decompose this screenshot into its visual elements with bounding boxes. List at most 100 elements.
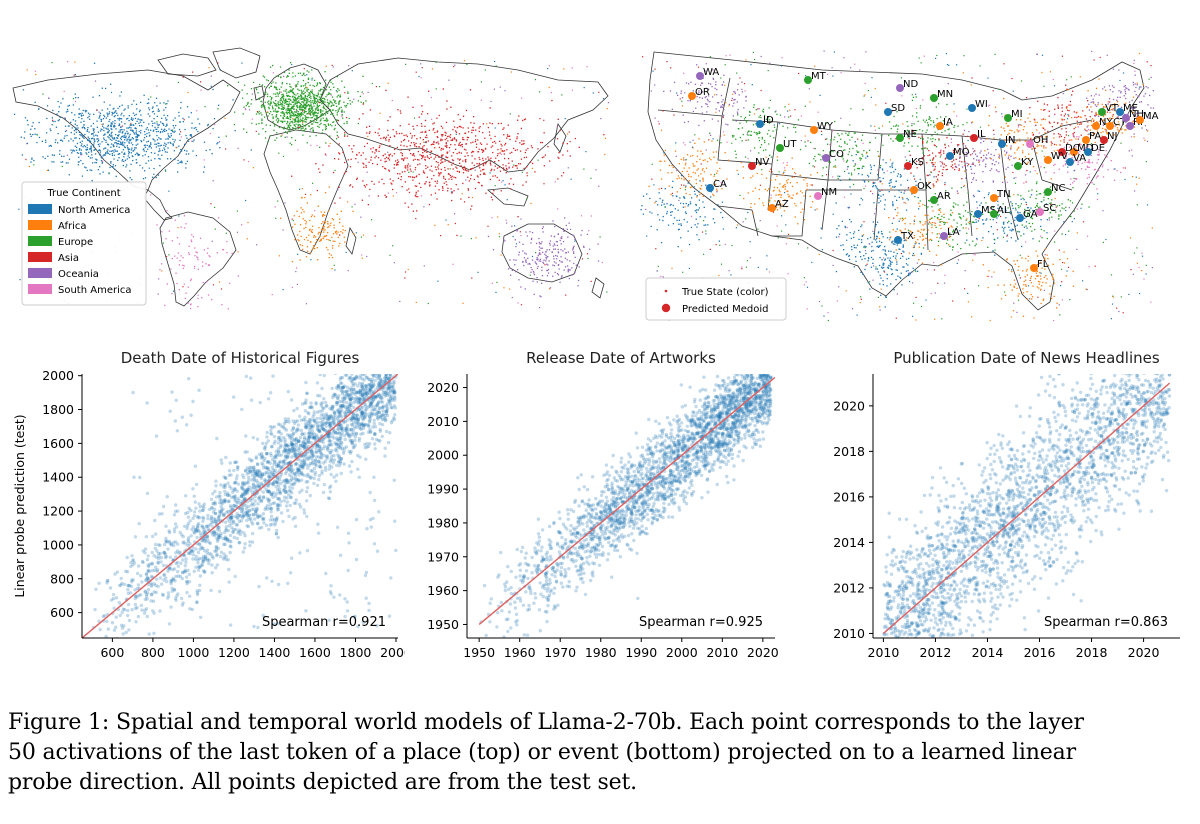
x-tick-label: 2020 [1128,645,1160,660]
y-tick-label: 2016 [833,489,865,504]
state-label: GA [1023,209,1038,220]
state-label: WA [703,67,719,78]
x-tick-label: 2012 [920,645,952,660]
state-label: MN [937,89,953,100]
y-tick-label: 1400 [42,470,74,485]
x-tick-label: 1950 [463,645,495,660]
medoid-dot-icon [696,72,704,80]
state-label: MS [981,205,996,216]
medoid-dot-icon [1026,140,1034,148]
state-label: WI [975,99,988,110]
legend-swatch-icon [28,252,52,262]
state-label: TN [996,189,1011,200]
chart-title: Publication Date of News Headlines [893,349,1160,367]
world-legend: True Continent North America Africa Europe… [21,181,147,306]
medoid-dot-icon [1044,156,1052,164]
state-label: NJ [1107,131,1117,142]
y-tick-label: 1800 [42,402,74,417]
y-tick-label: 1950 [427,617,459,632]
x-tick-label: 2010 [706,645,738,660]
y-tick-label: 1000 [42,537,74,552]
usa-map-panel: WA OR MT ND MN SD WI ID WY IA MI NE UT CO IL NV KS MO IN OH… [640,50,1159,322]
reference-line [882,382,1171,634]
state-label: KY [1021,157,1034,168]
medoid-dot-icon [1004,114,1012,122]
y-tick-label: 1990 [427,482,459,497]
state-label: VT [1105,103,1119,114]
usa-legend-true-state: True State (color) [681,287,769,298]
y-tick-label: 2014 [833,535,865,550]
medoid-dot-icon [910,186,918,194]
y-tick-label: 2012 [833,580,865,595]
state-label: IA [943,117,953,128]
medoid-dot-icon [706,184,714,192]
y-tick-label: 1970 [427,549,459,564]
y-tick-label: 2010 [427,414,459,429]
caption-line-1: Figure 1: Spatial and temporal world mod… [8,710,1084,735]
legend-swatch-icon [28,284,52,294]
y-tick-label: 2020 [427,380,459,395]
x-tick-label: 600 [100,645,124,660]
chart-title: Release Date of Artworks [526,349,716,367]
world-legend-label: North America [58,205,130,216]
x-tick-label: 2000 [666,645,698,660]
y-tick-label: 2020 [833,398,865,413]
y-tick-label: 1960 [427,583,459,598]
y-tick-label: 600 [50,605,74,620]
medoid-dot-icon [814,192,822,200]
state-label: DC [1065,143,1080,154]
state-label: WV [1051,151,1068,162]
legend-swatch-icon [28,268,52,278]
x-tick-label: 2000 [380,645,405,660]
y-tick-label: 2010 [833,626,865,641]
state-label: LA [947,227,960,238]
medoid-dot-icon [1036,208,1044,216]
medoid-dot-icon [896,84,904,92]
usa-predicted-medoids: WA OR MT ND MN SD WI ID WY IA MI NE UT CO IL NV KS MO IN OH… [688,67,1159,272]
state-label: MT [811,71,827,82]
state-label: NH [1129,109,1144,120]
reference-line [478,376,775,625]
state-label: IL [977,129,986,140]
medoid-dot-icon [1070,148,1078,156]
state-label: OH [1033,135,1048,146]
medoid-dot-icon [1126,122,1134,130]
medoid-dot-icon [1122,114,1130,122]
state-label: DE [1091,143,1105,154]
x-tick-label: 1000 [178,645,210,660]
state-label: NY [1099,117,1113,128]
medoid-dot-icon [804,76,812,84]
medoid-dot-icon [1100,136,1108,144]
x-tick-label: 2016 [1024,645,1056,660]
medoid-dot-icon [1066,158,1074,166]
usa-legend: True State (color) Predicted Medoid [645,277,787,321]
medoid-dot-icon [822,154,830,162]
medoid-dot-icon [768,204,776,212]
x-tick-label: 1600 [299,645,331,660]
medoid-dot-icon [884,108,892,116]
y-tick-label: 2018 [833,444,865,459]
medoid-dot-icon [1084,148,1092,156]
y-tick-label: 2000 [427,448,459,463]
medoid-dot-icon [1136,116,1144,124]
scatter-points [479,374,773,638]
scatter-points [91,374,398,638]
legend-swatch-icon [28,220,52,230]
medoid-dot-icon [1014,162,1022,170]
state-label: NM [821,187,837,198]
medoid-dot-icon [930,196,938,204]
y-tick-label: 2000 [42,368,74,383]
legend-swatch-icon [28,236,52,246]
state-label: KS [911,157,924,168]
state-label: AR [937,191,951,202]
state-label: CO [829,149,844,160]
medoid-dot-icon [688,92,696,100]
state-label: PA [1089,131,1101,142]
world-legend-label: Asia [58,253,79,264]
medoid-dot-icon [1106,122,1114,130]
world-scatter-points [13,60,609,310]
state-label: CT [1113,117,1127,128]
state-label: OR [695,87,710,98]
medoid-dot-icon [940,232,948,240]
